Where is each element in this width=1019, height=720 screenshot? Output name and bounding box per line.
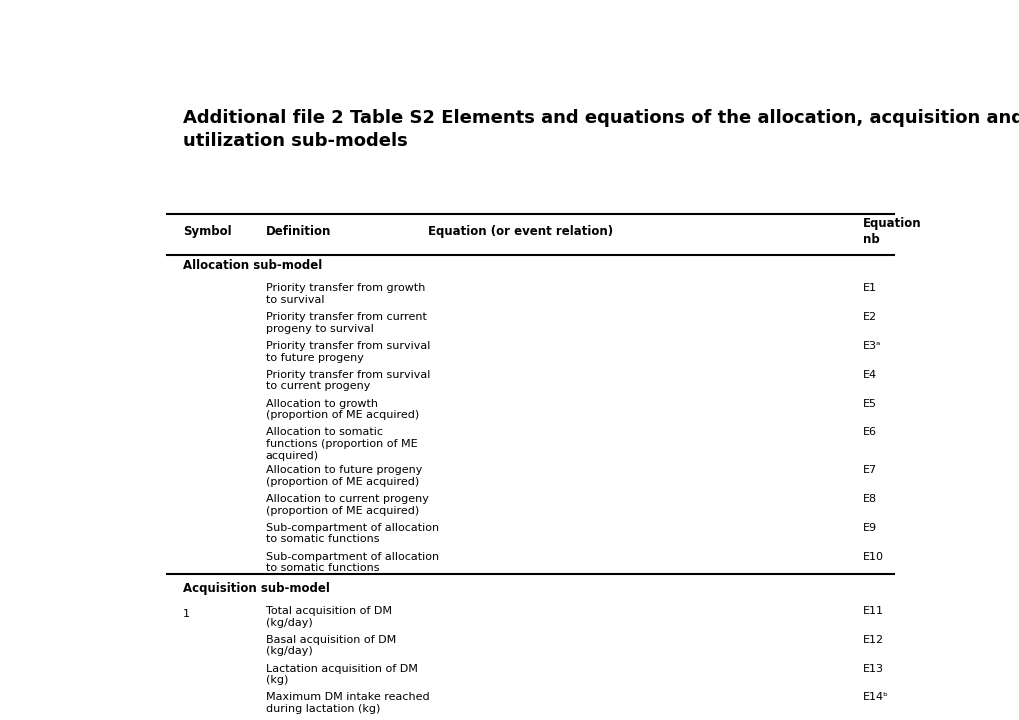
Text: E11: E11: [862, 606, 882, 616]
Text: to somatic functions: to somatic functions: [266, 563, 379, 573]
Text: Symbol: Symbol: [182, 225, 231, 238]
Text: progeny to survival: progeny to survival: [266, 324, 373, 333]
Text: Allocation sub-model: Allocation sub-model: [182, 259, 322, 272]
Text: to somatic functions: to somatic functions: [266, 534, 379, 544]
Text: Equation (or event relation): Equation (or event relation): [428, 225, 612, 238]
Text: Sub-compartment of allocation: Sub-compartment of allocation: [266, 552, 438, 562]
Text: E8: E8: [862, 494, 876, 504]
Text: E1: E1: [862, 283, 875, 293]
Text: (kg/day): (kg/day): [266, 647, 312, 657]
Text: Acquisition sub-model: Acquisition sub-model: [182, 582, 329, 595]
Text: Equation
nb: Equation nb: [862, 217, 920, 246]
Text: Allocation to current progeny: Allocation to current progeny: [266, 494, 428, 504]
Text: E7: E7: [862, 465, 876, 475]
Text: E10: E10: [862, 552, 882, 562]
Text: to survival: to survival: [266, 295, 324, 305]
Text: to future progeny: to future progeny: [266, 353, 364, 362]
Text: E9: E9: [862, 523, 876, 533]
Text: (kg/day): (kg/day): [266, 618, 312, 628]
Text: to current progeny: to current progeny: [266, 382, 370, 392]
Text: Allocation to future progeny: Allocation to future progeny: [266, 465, 422, 475]
Text: E12: E12: [862, 635, 882, 644]
Text: (proportion of ME acquired): (proportion of ME acquired): [266, 410, 419, 420]
Text: E2: E2: [862, 312, 876, 322]
Text: Allocation to somatic: Allocation to somatic: [266, 428, 382, 437]
Text: Priority transfer from survival: Priority transfer from survival: [266, 369, 430, 379]
Text: E13: E13: [862, 664, 882, 673]
Text: Priority transfer from growth: Priority transfer from growth: [266, 283, 425, 293]
Text: Total acquisition of DM: Total acquisition of DM: [266, 606, 391, 616]
Text: Maximum DM intake reached: Maximum DM intake reached: [266, 693, 429, 702]
Text: during lactation (kg): during lactation (kg): [266, 704, 380, 714]
Text: Sub-compartment of allocation: Sub-compartment of allocation: [266, 523, 438, 533]
Text: Priority transfer from survival: Priority transfer from survival: [266, 341, 430, 351]
Text: 1: 1: [182, 608, 190, 618]
Text: E5: E5: [862, 399, 875, 408]
Text: Lactation acquisition of DM: Lactation acquisition of DM: [266, 664, 418, 673]
Text: Allocation to growth: Allocation to growth: [266, 399, 377, 408]
Text: Additional file 2 Table S2 Elements and equations of the allocation, acquisition: Additional file 2 Table S2 Elements and …: [182, 109, 1019, 150]
Text: E4: E4: [862, 369, 876, 379]
Text: E6: E6: [862, 428, 875, 437]
Text: (proportion of ME acquired): (proportion of ME acquired): [266, 477, 419, 487]
Text: E3ᵃ: E3ᵃ: [862, 341, 880, 351]
Text: Priority transfer from current: Priority transfer from current: [266, 312, 426, 322]
Text: functions (proportion of ME: functions (proportion of ME: [266, 439, 417, 449]
Text: E14ᵇ: E14ᵇ: [862, 693, 888, 702]
Text: (proportion of ME acquired): (proportion of ME acquired): [266, 505, 419, 516]
Text: Definition: Definition: [266, 225, 331, 238]
Text: acquired): acquired): [266, 451, 319, 461]
Text: (kg): (kg): [266, 675, 288, 685]
Text: Basal acquisition of DM: Basal acquisition of DM: [266, 635, 395, 644]
